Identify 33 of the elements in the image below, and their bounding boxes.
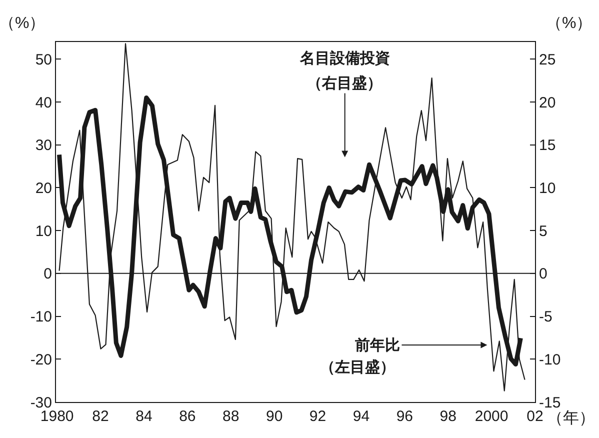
y-axis-title: （%） <box>0 15 46 32</box>
y-tick-label: 0 <box>44 266 52 283</box>
y2-axis-title: （%） <box>546 15 592 32</box>
y-tick-label: 20 <box>35 180 52 197</box>
annotation: 前年比 <box>354 337 400 354</box>
y-tick-label: -10 <box>30 308 52 326</box>
x-tick-label: 2000 <box>474 408 508 425</box>
y2-tick-label: -10 <box>539 351 561 368</box>
y-tick-label: 30 <box>35 137 52 154</box>
x-tick-label: 96 <box>396 408 414 425</box>
y2-tick-label: 0 <box>539 266 548 283</box>
x-tick-label: 88 <box>222 408 240 425</box>
x-tick-label: 84 <box>136 408 152 425</box>
y-tick-label: 50 <box>35 51 52 68</box>
x-axis-title: （年） <box>547 410 595 427</box>
y2-tick-label: 10 <box>539 180 556 197</box>
x-tick-label: 82 <box>92 408 109 425</box>
y-tick-label: 10 <box>35 222 52 240</box>
y2-tick-label: 20 <box>539 94 556 112</box>
y-tick-label: 40 <box>35 94 52 112</box>
annotation: 名目設備投資 <box>299 50 390 67</box>
x-tick-label: 92 <box>309 408 326 425</box>
y2-tick-label: -5 <box>539 308 552 326</box>
x-tick-label: 90 <box>266 408 283 425</box>
x-tick-label: 86 <box>179 408 196 425</box>
y-tick-label: -20 <box>30 351 52 368</box>
x-tick-label: 94 <box>352 408 370 425</box>
annotation: （左目盛） <box>320 359 395 376</box>
annotation: （右目盛） <box>307 75 382 92</box>
y2-tick-label: 5 <box>539 222 548 240</box>
x-tick-label: 98 <box>440 408 456 425</box>
y2-tick-label: 25 <box>539 51 556 68</box>
y2-tick-label: 15 <box>539 137 556 154</box>
